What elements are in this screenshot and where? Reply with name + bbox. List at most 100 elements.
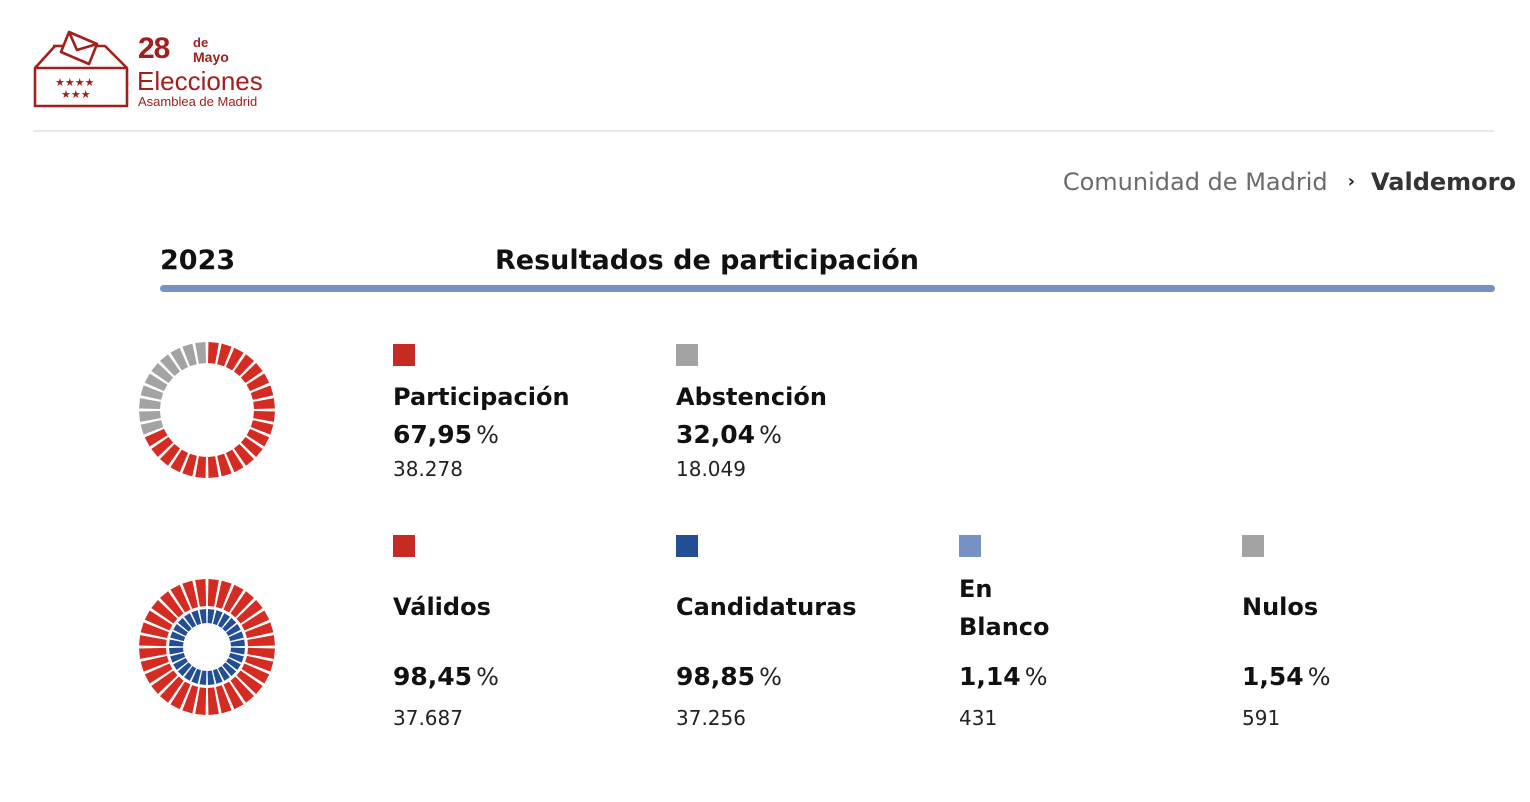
ring-segment — [159, 676, 184, 703]
ring-segment — [225, 449, 244, 473]
legend-swatch-candidaturas — [676, 535, 698, 557]
ring-segment — [217, 666, 230, 681]
legend-swatch-nulos — [1242, 535, 1264, 557]
ring-segment — [144, 663, 173, 684]
ring-segment — [144, 373, 168, 392]
stat-label: Candidaturas — [676, 593, 857, 621]
ring-segment — [177, 617, 192, 632]
logo-day: 28 — [138, 32, 170, 65]
ring-segment — [207, 670, 215, 685]
stat-percent: 67,95% — [393, 420, 499, 449]
ring-segment — [170, 449, 189, 473]
stat-percent: 98,45% — [393, 662, 499, 691]
ring-segment — [253, 411, 275, 422]
ring-segment — [217, 343, 232, 367]
section-title: Resultados de participación — [495, 245, 920, 276]
ring-segment — [228, 631, 244, 642]
ring-segment — [228, 652, 244, 663]
ring-segment — [151, 670, 178, 695]
stat-percent: 1,54% — [1242, 662, 1331, 691]
stat-count: 37.687 — [393, 706, 463, 730]
ballot-box-icon: ★★★★ ★★★ — [33, 30, 129, 108]
breadcrumb-current: Valdemoro — [1371, 168, 1516, 196]
ring-segment — [169, 647, 184, 655]
stat-label: Abstención — [676, 383, 827, 411]
ring-segment — [215, 580, 232, 609]
ring-segment — [246, 428, 270, 447]
ring-segment — [253, 398, 275, 409]
ring-segment — [184, 666, 197, 681]
ring-segment — [212, 668, 223, 684]
ring-segment — [207, 687, 219, 715]
ring-segment — [230, 591, 255, 618]
logo-month: Mayo — [193, 49, 229, 65]
section-underline — [160, 285, 1495, 292]
ring-segment — [170, 584, 191, 613]
stat-count: 37.256 — [676, 706, 746, 730]
ring-segment — [199, 609, 207, 624]
svg-text:★★★★: ★★★★ — [55, 77, 95, 89]
ring-segment — [140, 655, 169, 672]
ring-segment — [139, 411, 161, 422]
votes-ring-chart — [139, 579, 275, 715]
elecciones-logo[interactable]: ★★★★ ★★★ 28 de Mayo Elecciones Asamblea … — [33, 30, 293, 112]
ring-segment — [159, 354, 181, 377]
ring-segment — [139, 647, 167, 659]
stat-count: 38.278 — [393, 457, 463, 481]
legend-swatch-abstencion — [676, 344, 698, 366]
ring-segment — [247, 635, 275, 647]
stat-count: 431 — [959, 706, 998, 730]
ring-segment — [140, 622, 169, 639]
ring-segment — [151, 599, 178, 624]
ring-segment — [240, 436, 263, 458]
ring-segment — [212, 610, 223, 626]
ring-segment — [208, 456, 219, 478]
ring-segment — [250, 420, 274, 435]
ring-segment — [230, 676, 255, 703]
ring-segment — [170, 347, 189, 371]
stat-label: Participación — [393, 383, 570, 411]
stat-label: Válidos — [393, 593, 491, 621]
ring-segment — [207, 609, 215, 624]
ring-segment — [241, 663, 270, 684]
ring-segment — [230, 647, 245, 655]
ring-segment — [144, 428, 168, 447]
ring-segment — [230, 639, 245, 647]
stat-count: 18.049 — [676, 457, 746, 481]
ring-segment — [245, 622, 274, 639]
ring-segment — [247, 647, 275, 659]
stat-label: Nulos — [1242, 593, 1319, 621]
stat-percent: 32,04% — [676, 420, 782, 449]
ring-segment — [217, 453, 232, 477]
ring-segment — [225, 347, 244, 371]
ring-segment — [159, 443, 181, 466]
ring-segment — [182, 580, 199, 609]
ring-segment — [184, 613, 197, 628]
ring-segment — [151, 362, 174, 384]
breadcrumb-parent-link[interactable]: Comunidad de Madrid — [1062, 168, 1328, 196]
ring-segment — [207, 579, 219, 607]
ring-segment — [139, 398, 161, 409]
ring-segment — [173, 657, 188, 670]
ring-segment — [169, 639, 184, 647]
ring-segment — [195, 687, 207, 715]
ring-segment — [170, 631, 186, 642]
ring-segment — [223, 584, 244, 613]
legend-swatch-validos — [393, 535, 415, 557]
ring-segment — [140, 385, 164, 400]
ring-segment — [215, 685, 232, 714]
ring-segment — [195, 456, 206, 478]
ring-segment — [170, 681, 191, 710]
ring-segment — [250, 385, 274, 400]
ring-segment — [177, 662, 192, 677]
ring-segment — [246, 373, 270, 392]
ring-segment — [182, 343, 197, 367]
ring-segment — [139, 635, 167, 647]
election-year: 2023 — [160, 245, 236, 276]
ring-segment — [236, 599, 263, 624]
ring-segment — [241, 610, 270, 631]
ring-segment — [151, 436, 174, 458]
ring-segment — [191, 610, 202, 626]
header-divider — [33, 130, 1494, 132]
